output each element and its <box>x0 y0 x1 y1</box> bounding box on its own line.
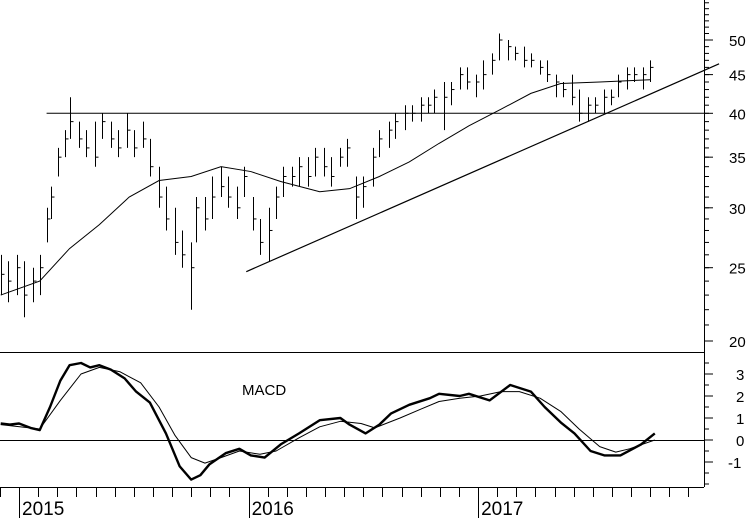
y-tick-label: 45 <box>729 68 746 85</box>
price-panel <box>0 33 720 318</box>
x-year-label: 2015 <box>22 499 64 518</box>
macd-tick-label: 1 <box>736 411 744 428</box>
y-tick-label: 50 <box>729 33 746 50</box>
trend-line <box>246 63 720 273</box>
macd-line <box>0 361 656 481</box>
signal-line <box>0 366 655 464</box>
x-year-label: 2016 <box>252 499 294 518</box>
y-tick-label: 40 <box>729 106 746 123</box>
macd-tick-label: 0 <box>736 433 744 450</box>
y-tick-label: 30 <box>729 201 746 218</box>
macd-panel <box>0 361 704 481</box>
macd-label: MACD <box>242 382 286 399</box>
macd-tick-label: 3 <box>736 367 744 384</box>
macd-tick-label: 2 <box>736 389 744 406</box>
y-tick-label: 25 <box>729 261 746 278</box>
y-tick-label: 20 <box>729 334 746 351</box>
x-year-label: 2017 <box>481 499 523 518</box>
moving-average-line <box>0 79 651 296</box>
macd-tick-label: -1 <box>728 455 741 472</box>
y-tick-label: 35 <box>729 150 746 167</box>
